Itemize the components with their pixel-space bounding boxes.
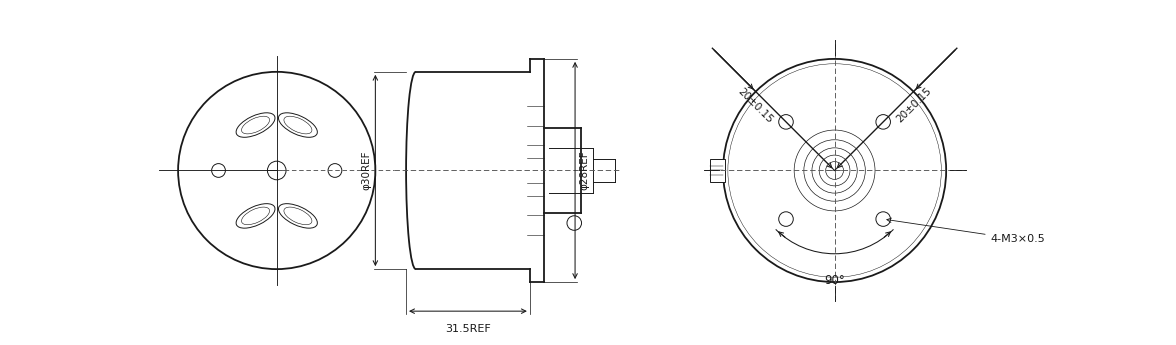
Text: 4-M3×0.5: 4-M3×0.5 (887, 218, 1045, 244)
Text: 90°: 90° (824, 274, 846, 287)
Text: 20±0.15: 20±0.15 (894, 86, 933, 125)
Text: φ30REF: φ30REF (361, 151, 372, 190)
Text: 20±0.15: 20±0.15 (736, 86, 775, 125)
Text: 31.5REF: 31.5REF (445, 324, 490, 334)
Text: φ28REF: φ28REF (579, 151, 589, 190)
Bar (710, 159, 724, 182)
